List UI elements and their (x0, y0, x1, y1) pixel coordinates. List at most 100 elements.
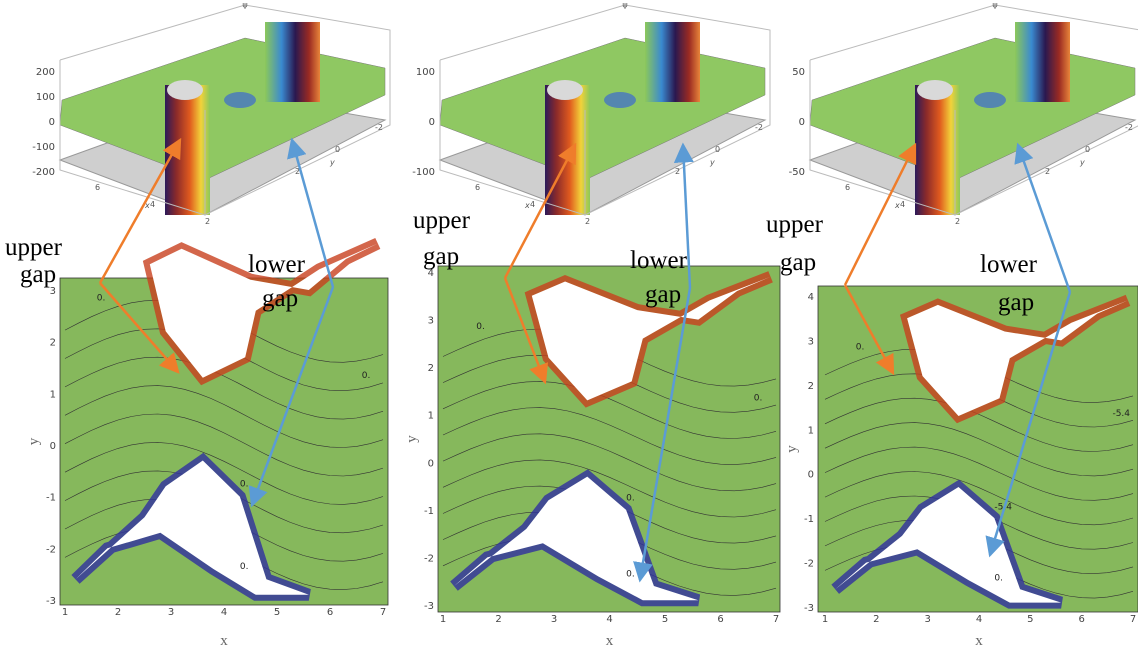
surface-dip (604, 92, 636, 108)
contour-label: 0. (97, 293, 106, 303)
surface-wall (545, 85, 590, 215)
x-axis-label: x (894, 201, 900, 210)
x-tick-label: 5 (662, 614, 668, 625)
y-tick-label: -1 (46, 493, 56, 504)
surface-wall (915, 85, 960, 215)
x-tick-label: 5 (274, 607, 280, 618)
y-tick-label: 1 (808, 425, 814, 436)
y-tick-label: -1 (804, 514, 814, 525)
contour-label: 0. (754, 393, 763, 403)
surface-wall (265, 22, 320, 102)
x-tick-label: 2 (205, 217, 210, 226)
y-tick-label: 2 (50, 338, 56, 349)
surface-wall (165, 85, 210, 215)
y-tick-label: 3 (808, 336, 814, 347)
lower-gap-label: lower (980, 251, 1038, 278)
y-axis-label: y (709, 158, 715, 167)
surface-wall (1015, 22, 1070, 102)
y-tick-label: 0 (335, 145, 340, 154)
x-tick-label: 1 (822, 614, 828, 625)
upper-gap-label: gap (423, 243, 459, 270)
y-tick-label: 1 (428, 411, 434, 422)
y-tick-label: -1 (424, 506, 434, 517)
x-tick-label: 7 (1130, 614, 1136, 625)
contour-label: 0. (626, 493, 635, 503)
lower-gap-label: lower (248, 251, 306, 278)
surface-wall (645, 22, 700, 102)
z-tick-label: -100 (412, 167, 435, 178)
z-tick-label: 200 (36, 67, 55, 78)
y-tick-label: -3 (804, 603, 814, 614)
y-tick-label: 3 (428, 316, 434, 327)
contour-label: 0. (240, 479, 249, 489)
y-tick-label: 0 (428, 458, 434, 469)
x-tick-label: 7 (380, 607, 386, 618)
x-tick-label: 2 (115, 607, 121, 618)
x-tick-label: 5 (1027, 614, 1033, 625)
y-axis-label: y (1079, 158, 1085, 167)
x-axis-label: x (606, 633, 614, 649)
x-tick-label: 1 (62, 607, 68, 618)
upper-gap-label: upper (766, 211, 824, 238)
surface-dip (974, 92, 1006, 108)
lower-gap-label: lower (630, 247, 688, 274)
y-tick-label: -3 (46, 596, 56, 607)
y-tick-label: 2 (808, 381, 814, 392)
y-tick-label: 0 (1085, 145, 1090, 154)
x-tick-label: 2 (955, 217, 960, 226)
lower-gap-label: gap (998, 289, 1034, 316)
x-axis-label: x (220, 633, 228, 649)
x-axis-label: x (975, 633, 983, 649)
contour-label: 0. (626, 569, 635, 579)
z-axis-label: ψ (242, 1, 247, 10)
x-tick-label: 3 (168, 607, 174, 618)
upper-gap-label: gap (780, 249, 816, 276)
surface-hole (547, 80, 583, 100)
y-tick-label: -2 (46, 544, 56, 555)
y-tick-label: 1 (50, 389, 56, 400)
x-tick-label: 3 (924, 614, 930, 625)
x-tick-label: 2 (585, 217, 590, 226)
y-tick-label: -3 (424, 601, 434, 612)
x-tick-label: 6 (1078, 614, 1084, 625)
x-tick-label: 4 (900, 200, 905, 209)
x-tick-label: 2 (873, 614, 879, 625)
x-tick-label: 3 (551, 614, 557, 625)
y-tick-label: 2 (1045, 167, 1050, 176)
z-tick-label: 100 (416, 67, 435, 78)
x-tick-label: 6 (845, 183, 850, 192)
y-tick-label: -2 (1125, 123, 1133, 132)
contour-label: 0. (240, 562, 249, 572)
z-axis-label: ψ (992, 1, 997, 10)
contour-label: -5.4 (1112, 409, 1130, 419)
y-tick-label: 0 (808, 470, 814, 481)
contour-label: 0. (856, 342, 865, 352)
y-tick-label: 4 (808, 292, 814, 303)
z-tick-label: -200 (32, 167, 55, 178)
x-tick-label: 2 (495, 614, 501, 625)
y-tick-label: -2 (375, 123, 383, 132)
z-tick-label: 100 (36, 92, 55, 103)
upper-gap-label: upper (413, 207, 471, 234)
y-tick-label: -2 (755, 123, 763, 132)
x-tick-label: 4 (606, 614, 612, 625)
z-tick-label: 0 (429, 117, 435, 128)
x-tick-label: 6 (717, 614, 723, 625)
z-tick-label: -100 (32, 142, 55, 153)
upper-gap-label: upper (5, 234, 63, 261)
x-tick-label: 6 (95, 183, 100, 192)
surface-dip (224, 92, 256, 108)
y-tick-label: 0 (715, 145, 720, 154)
z-tick-label: 0 (799, 117, 805, 128)
y-tick-label: -2 (424, 553, 434, 564)
contour-label: 0. (994, 573, 1003, 583)
z-tick-label: 50 (792, 67, 805, 78)
surface-hole (167, 80, 203, 100)
lower-gap-label: gap (645, 281, 681, 308)
contour-label: 0. (362, 371, 371, 381)
x-tick-label: 4 (150, 200, 155, 209)
x-tick-label: 6 (475, 183, 480, 192)
x-axis-label: x (524, 201, 530, 210)
figure: ψ2001000-100-200642x-202y0.0.0.0.1234567… (0, 0, 1138, 652)
x-tick-label: 4 (221, 607, 227, 618)
